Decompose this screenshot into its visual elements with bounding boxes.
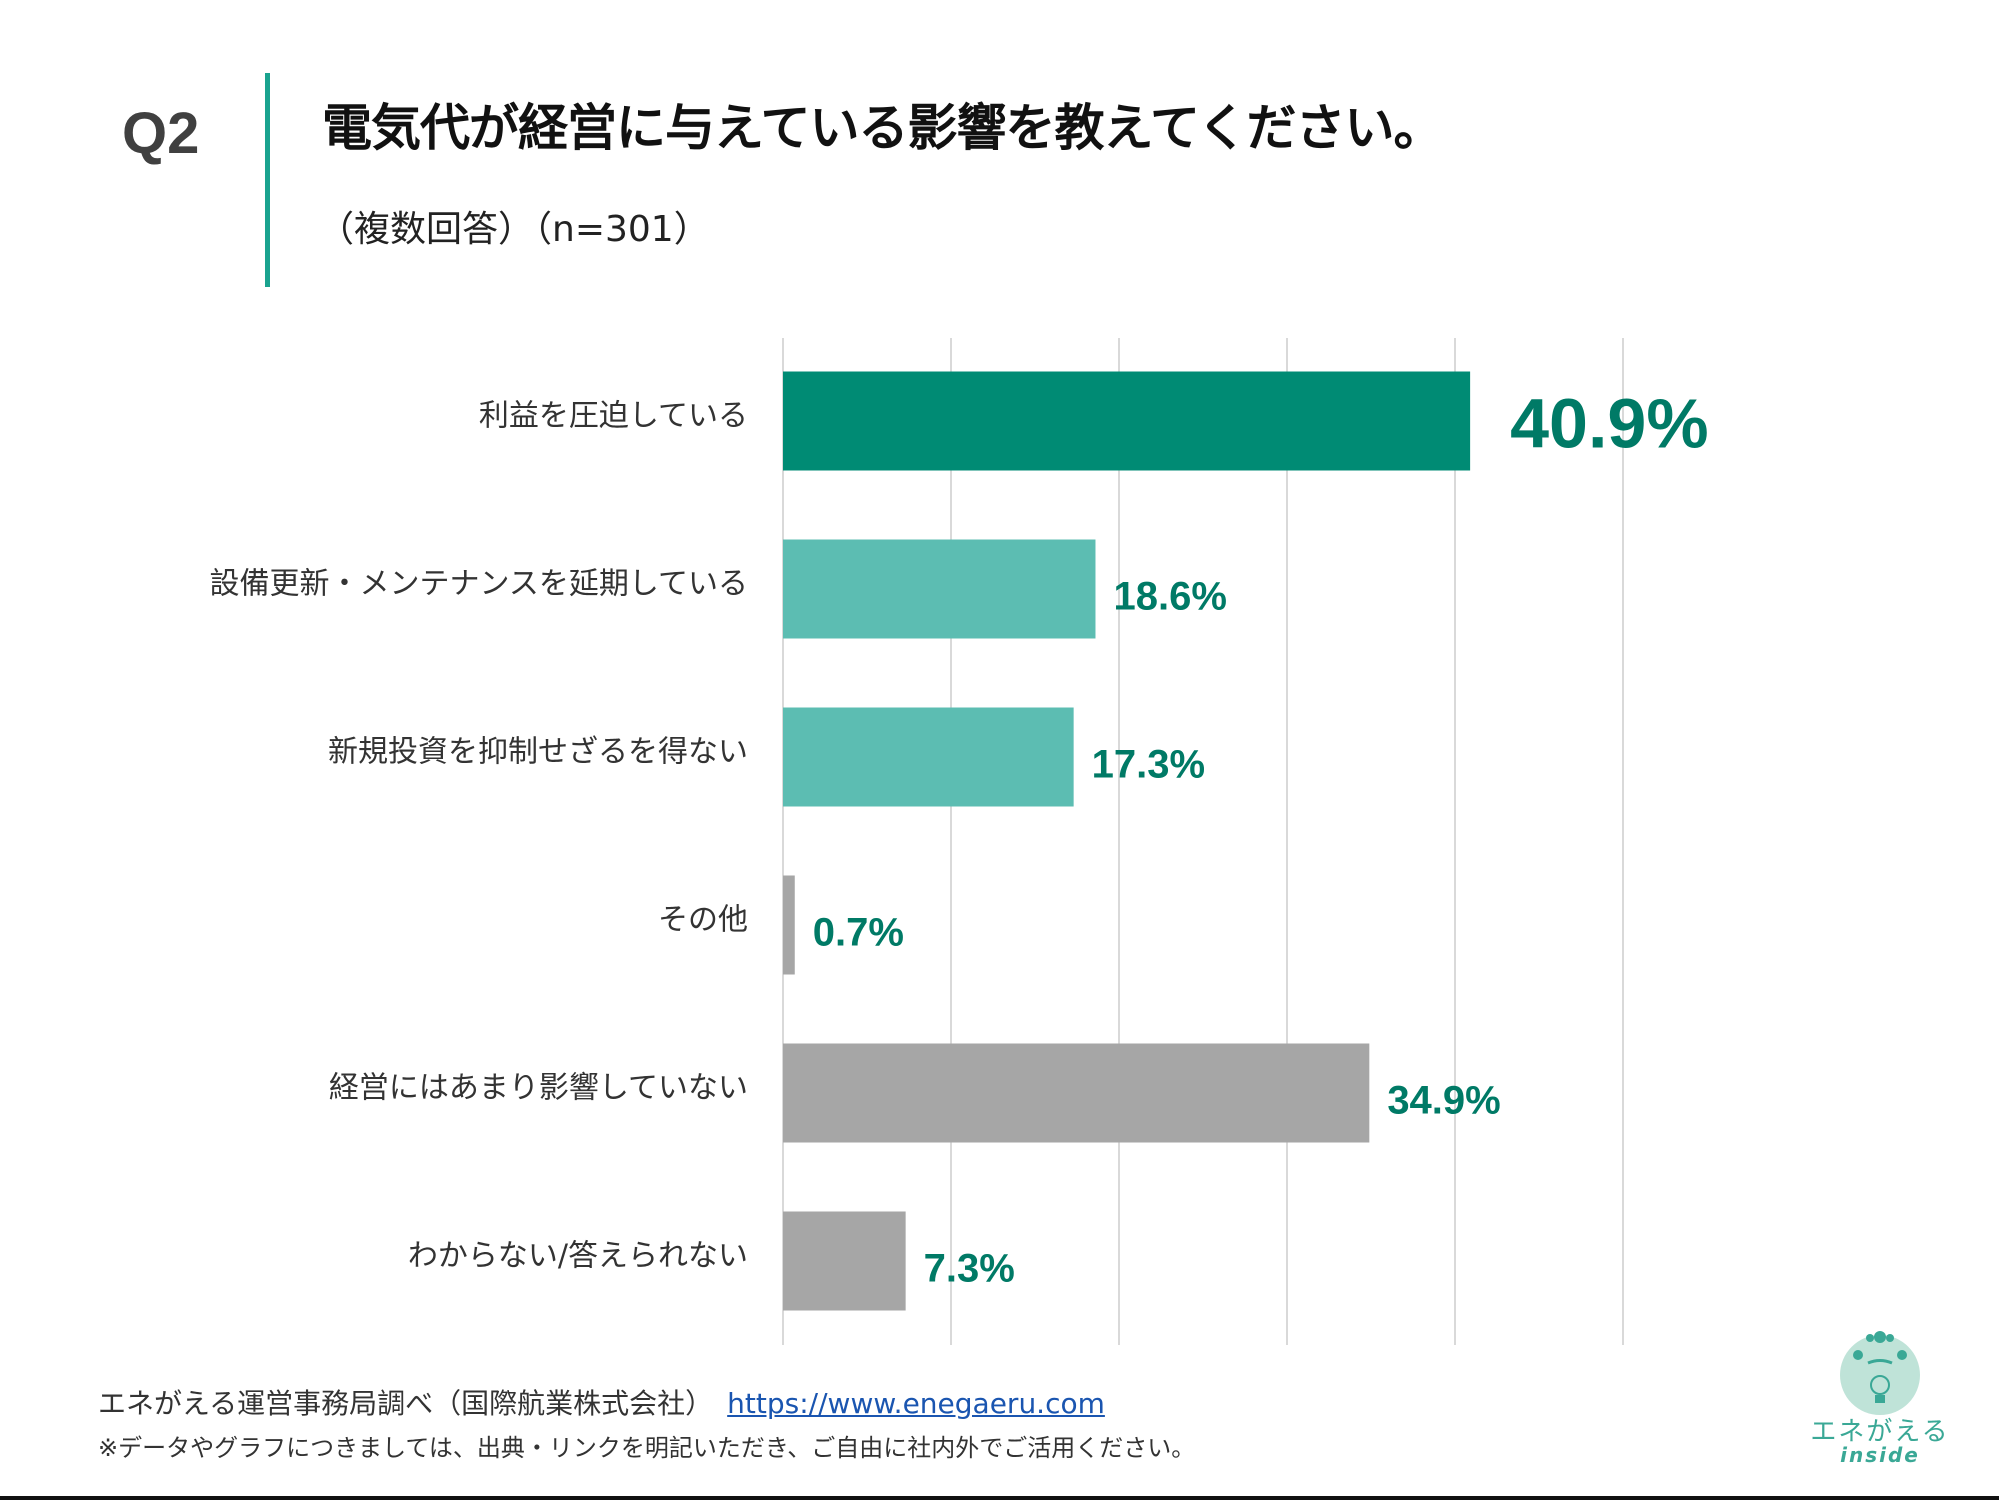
category-label: 新規投資を抑制せざるを得ない [328, 735, 748, 770]
bar [783, 875, 795, 975]
category-label: 利益を圧迫している [479, 399, 748, 434]
bar-chart: 利益を圧迫している 40.9% 設備更新・メンテナンスを延期している 18.6% 新規投… [210, 338, 1709, 1345]
category-label: その他 [658, 903, 748, 938]
bar [783, 539, 1096, 639]
question-number: Q2 [122, 101, 200, 166]
bar [783, 371, 1471, 471]
frog-bulb-icon [1840, 1331, 1920, 1415]
logo-text: エネがえる [1810, 1417, 1950, 1447]
value-label: 0.7% [813, 911, 904, 955]
value-label: 18.6% [1113, 575, 1226, 619]
value-label: 40.9% [1510, 384, 1708, 462]
bar [783, 1043, 1370, 1143]
category-label: 経営にはあまり影響していない [329, 1071, 748, 1106]
accent-divider [265, 73, 270, 287]
source-line: エネがえる運営事務局調べ（国際航業株式会社） https://www.enegae… [98, 1382, 1105, 1422]
category-label: 設備更新・メンテナンスを延期している [210, 567, 749, 602]
page-subtitle: （複数回答）（n=301） [318, 209, 710, 250]
usage-note: ※データやグラフにつきましては、出典・リンクを明記いただき、ご自由に社内外でご活… [98, 1434, 1196, 1462]
bottom-border [0, 1496, 1999, 1500]
source-link[interactable]: https://www.enegaeru.com [727, 1387, 1105, 1420]
page-title: 電気代が経営に与えている影響を教えてください。 [322, 99, 1443, 157]
category-label: わからない/答えられない [408, 1239, 748, 1274]
enegaeru-logo: エネがえる inside [1810, 1325, 1950, 1475]
bar [783, 707, 1074, 807]
logo-subtext: inside [1840, 1443, 1920, 1467]
value-label: 34.9% [1387, 1079, 1500, 1123]
bar [783, 1211, 906, 1311]
value-label: 7.3% [924, 1247, 1015, 1291]
value-label: 17.3% [1092, 743, 1205, 787]
source-text: エネがえる運営事務局調べ（国際航業株式会社） [98, 1387, 714, 1420]
